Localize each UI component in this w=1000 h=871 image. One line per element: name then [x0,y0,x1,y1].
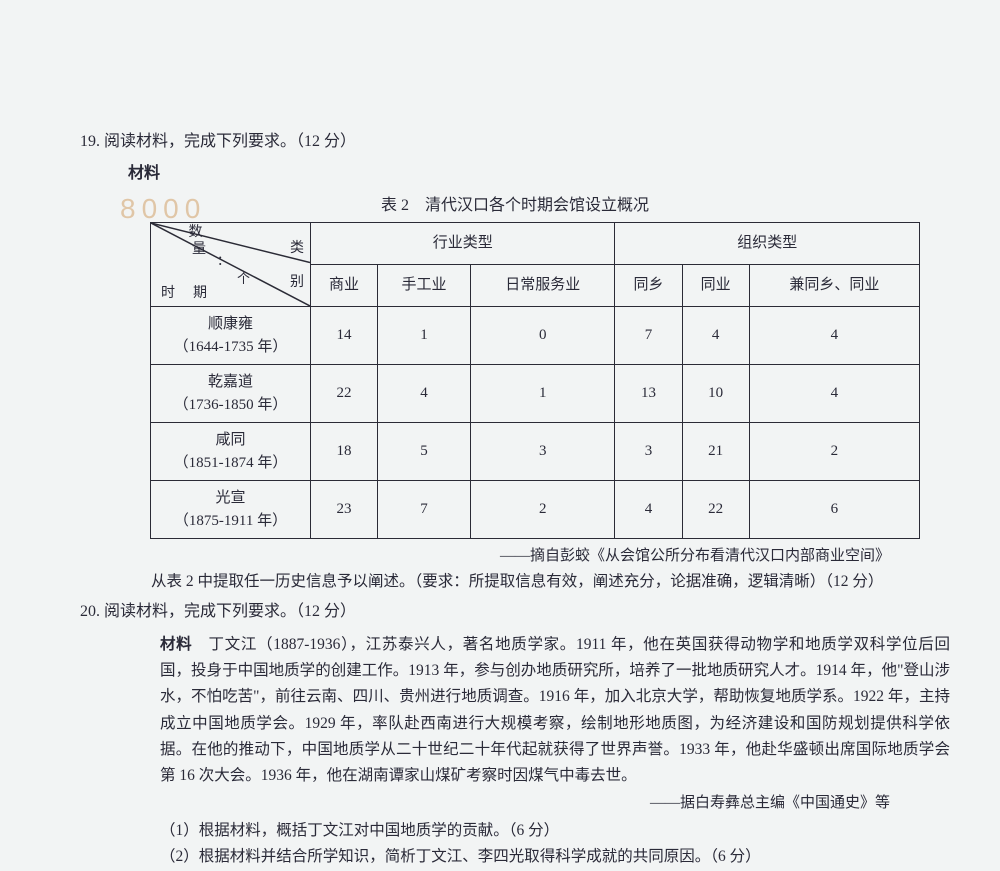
q20-material-label: 材料 [160,636,192,653]
cell: 乾嘉道 [208,374,253,390]
header-org: 组织类型 [615,223,920,265]
diagonal-header: 数 量 类 别 ： 个 时期 [151,223,311,307]
q19-task-text: 从表 2 中提取任一历史信息予以阐述。（要求：所提取信息有效，阐述充分，论据准确… [151,573,883,590]
cell: 2 [749,423,919,481]
cell: 4 [749,365,919,423]
q19-task: 从表 2 中提取任一历史信息予以阐述。（要求：所提取信息有效，阐述充分，论据准确… [120,570,950,594]
cell: 顺康雍 [208,316,253,332]
cell: 2 [470,481,614,539]
diag-lei: 类 [290,241,304,256]
q19-material-label: 材料 [80,162,950,186]
diag-unit: 个 [237,269,250,289]
cell: 22 [311,365,378,423]
q19-prompt: 阅读材料，完成下列要求。（12 分） [104,133,356,150]
diag-shu: 数 [189,225,203,240]
cell: 23 [311,481,378,539]
table-row: 咸同 （1851-1874 年） 18 5 3 3 21 2 [151,423,920,481]
q19-header: 19. 阅读材料，完成下列要求。（12 分） [80,130,950,154]
cell: 4 [749,307,919,365]
cell: 1 [378,307,471,365]
cell: （1851-1874 年） [174,455,288,471]
cell: 4 [682,307,749,365]
table-row: 顺康雍 （1644-1735 年） 14 1 0 7 4 4 [151,307,920,365]
cell: 10 [682,365,749,423]
q19-citation: ——摘自彭蛟《从会馆公所分布看清代汉口内部商业空间》 [80,545,890,568]
table-row: 乾嘉道 （1736-1850 年） 22 4 1 13 10 4 [151,365,920,423]
table-title: 表 2 清代汉口各个时期会馆设立概况 [80,194,950,218]
cell: 4 [378,365,471,423]
diag-period: 时期 [161,283,225,304]
table-wrapper: 数 量 类 别 ： 个 时期 行业类型 组织类型 商业 手工业 日常服务业 同乡… [150,222,920,539]
q20-citation: ——据白寿彝总主编《中国通史》等 [80,792,890,815]
header-trade: 同业 [682,265,749,307]
header-townsman: 同乡 [615,265,682,307]
huiguan-table: 数 量 类 别 ： 个 时期 行业类型 组织类型 商业 手工业 日常服务业 同乡… [150,222,920,539]
q20-block: 20. 阅读材料，完成下列要求。（12 分） 材料 丁文江（1887-1936）… [80,600,950,871]
q20-number: 20. [80,603,100,620]
cell: 0 [470,307,614,365]
cell: （1736-1850 年） [174,397,288,413]
cell: 3 [615,423,682,481]
header-industry: 行业类型 [311,223,615,265]
q20-prompt: 阅读材料，完成下列要求。（12 分） [104,603,356,620]
cell: 22 [682,481,749,539]
diag-liang: 量 [192,242,206,257]
header-handicraft: 手工业 [378,265,471,307]
diag-bie: 别 [290,275,304,290]
cell: （1875-1911 年） [174,513,287,529]
cell: 5 [378,423,471,481]
table-row: 光宣 （1875-1911 年） 23 7 2 4 22 6 [151,481,920,539]
cell: 7 [378,481,471,539]
cell: 咸同 [215,432,245,448]
cell: 3 [470,423,614,481]
cell: 6 [749,481,919,539]
cell: 21 [682,423,749,481]
header-both: 兼同乡、同业 [749,265,919,307]
q19-number: 19. [80,133,100,150]
cell: 14 [311,307,378,365]
cell: 4 [615,481,682,539]
cell: 7 [615,307,682,365]
diag-colon: ： [217,251,230,271]
q20-body: 丁文江（1887-1936），江苏泰兴人，著名地质学家。1911 年，他在英国获… [160,636,950,785]
cell: 光宣 [215,490,245,506]
cell: 1 [470,365,614,423]
q20-sub1: （1）根据材料，概括丁文江对中国地质学的贡献。（6 分） [160,818,950,844]
header-commerce: 商业 [311,265,378,307]
cell: 13 [615,365,682,423]
cell: （1644-1735 年） [174,339,288,355]
header-service: 日常服务业 [470,265,614,307]
cell: 18 [311,423,378,481]
q20-sub2: （2）根据材料并结合所学知识，简析丁文江、李四光取得科学成就的共同原因。（6 分… [160,844,950,870]
